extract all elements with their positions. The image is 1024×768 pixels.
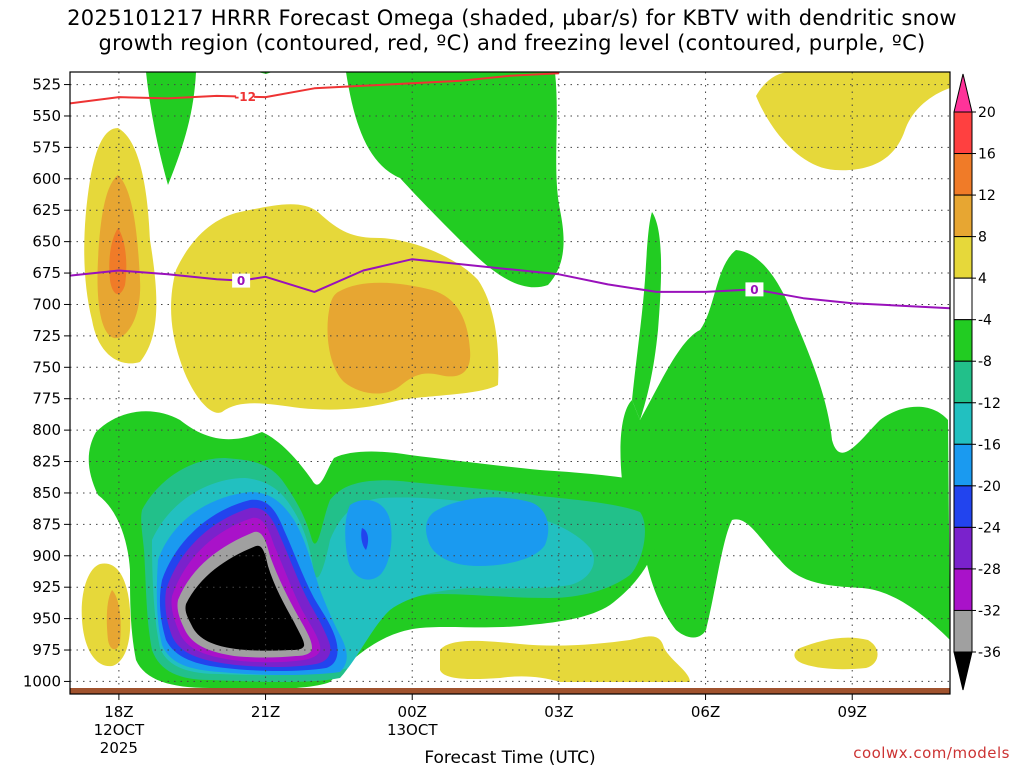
y-tick-label-750: 750 — [32, 358, 61, 376]
omega-late-ascent-spike — [632, 212, 662, 420]
colorbar-label-9: -20 — [978, 479, 1001, 495]
colorbar-label-11: -28 — [978, 562, 1001, 578]
colorbar-band-6 — [953, 360, 973, 404]
chart-title: 2025101217 HRRR Forecast Omega (shaded, … — [0, 6, 1024, 56]
omega-lower-ascent-blue-right — [426, 497, 549, 566]
contour-series-0 — [70, 72, 559, 105]
contour-label-1-1: 0 — [750, 283, 758, 297]
y-tick-label-625: 625 — [32, 201, 61, 219]
colorbar-band-10 — [953, 526, 973, 570]
colorbar-band-4 — [953, 277, 973, 321]
y-tick-label-675: 675 — [32, 264, 61, 282]
x-tick-label-09Z: 09Z — [838, 703, 867, 721]
y-tick-label-1000: 1000 — [23, 672, 61, 690]
omega-upper-ascent-left — [146, 72, 196, 185]
y-tick-label-850: 850 — [32, 484, 61, 502]
omega-late-ascent-right — [620, 250, 950, 640]
contour-lines: -12 0 0 — [70, 72, 950, 310]
y-tick-label-825: 825 — [32, 453, 61, 471]
colorbar-label-10: -24 — [978, 520, 1001, 536]
x-tick-label-21Z: 21Z — [251, 703, 280, 721]
colorbar-label-8: -16 — [978, 437, 1001, 453]
x-axis-label: Forecast Time (UTC) — [424, 748, 595, 768]
y-tick-label-925: 925 — [32, 578, 61, 596]
y-tick-label-650: 650 — [32, 233, 61, 251]
y-tick-label-950: 950 — [32, 610, 61, 628]
x-tick-label-03Z: 03Z — [544, 703, 573, 721]
contour-label-1-0: 0 — [237, 274, 245, 288]
omega-upper-ascent-center — [346, 72, 564, 288]
colorbar-band-1 — [953, 153, 973, 196]
colorbar-label-2: 12 — [978, 188, 996, 204]
omega-lower-ascent-blue-speck — [361, 528, 369, 550]
colorbar-band-0 — [953, 111, 973, 155]
plot-frame — [69, 71, 951, 695]
y-axis: 525 550 575 600 625 650 675 700 725 750 775 800 825 8… — [23, 76, 70, 690]
omega-lower-ascent-blue-mid — [345, 500, 392, 580]
colorbar-band-8 — [953, 443, 973, 487]
y-tick-label-975: 975 — [32, 641, 61, 659]
x-tick-year-18Z: 2025 — [100, 739, 138, 757]
y-tick-label-575: 575 — [32, 138, 61, 156]
site-credit: coolwx.com/models — [853, 744, 1010, 762]
omega-core-black — [185, 545, 305, 651]
title-line-2: growth region (contoured, red, ºC) and f… — [98, 31, 926, 55]
omega-low-descent-center — [440, 636, 690, 682]
colorbar-label-12: -32 — [978, 603, 1001, 619]
y-tick-label-875: 875 — [32, 515, 61, 533]
colorbar-label-5: -4 — [978, 313, 992, 329]
colorbar-band-11 — [953, 568, 973, 611]
contour-label-bg-1-0 — [232, 273, 251, 288]
contour-label-bg-1-1 — [745, 282, 764, 297]
omega-mid-descent-orange — [327, 282, 471, 394]
y-tick-label-775: 775 — [32, 390, 61, 408]
colorbar-top-arrow — [953, 73, 973, 113]
contour-label-bg-0-0 — [236, 89, 255, 104]
y-tick-label-700: 700 — [32, 295, 61, 313]
x-tick-label-06Z: 06Z — [691, 703, 720, 721]
title-line-1: 2025101217 HRRR Forecast Omega (shaded, … — [67, 6, 957, 30]
colorbar-label-13: -36 — [978, 645, 1001, 661]
y-tick-label-600: 600 — [32, 170, 61, 188]
x-tick-label-00Z: 00Z — [398, 703, 427, 721]
x-tick-label-18Z: 18Z — [104, 703, 133, 721]
y-tick-label-725: 725 — [32, 327, 61, 345]
colorbar-label-0: 20 — [978, 105, 996, 121]
colorbar-bottom-arrow — [953, 651, 973, 691]
colorbar-band-5 — [953, 319, 973, 362]
colorbar-label-4: 4 — [978, 271, 987, 287]
ground-surface — [70, 688, 950, 694]
y-tick-label-900: 900 — [32, 547, 61, 565]
omega-low-descent-left-orange — [106, 590, 121, 650]
y-tick-label-800: 800 — [32, 421, 61, 439]
colorbar-label-7: -12 — [978, 396, 1001, 412]
y-tick-label-525: 525 — [32, 76, 61, 94]
contour-label-0-0: -12 — [234, 90, 256, 104]
contour-series-1 — [70, 258, 950, 310]
x-tick-date-00Z: 13OCT — [387, 721, 438, 739]
omega-low-descent-right — [794, 637, 878, 670]
colorbar-band-7 — [953, 402, 973, 445]
colorbar-band-12 — [953, 609, 973, 653]
omega-mid-descent-left-core — [109, 228, 127, 295]
colorbar-label-6: -8 — [978, 354, 992, 370]
colorbar-band-2 — [953, 194, 973, 238]
colorbar-band-3 — [953, 236, 973, 279]
omega-shading — [81, 72, 950, 690]
colorbar-band-9 — [953, 485, 973, 528]
colorbar: 20 16 12 8 4 -4 -8 -12 -16 -20 -24 -28 -32 -36 — [953, 73, 1001, 691]
colorbar-label-1: 16 — [978, 147, 996, 163]
colorbar-label-3: 8 — [978, 230, 987, 246]
y-tick-label-550: 550 — [32, 107, 61, 125]
omega-upper-right-descent — [756, 72, 950, 171]
x-tick-date-18Z: 12OCT — [94, 721, 145, 739]
